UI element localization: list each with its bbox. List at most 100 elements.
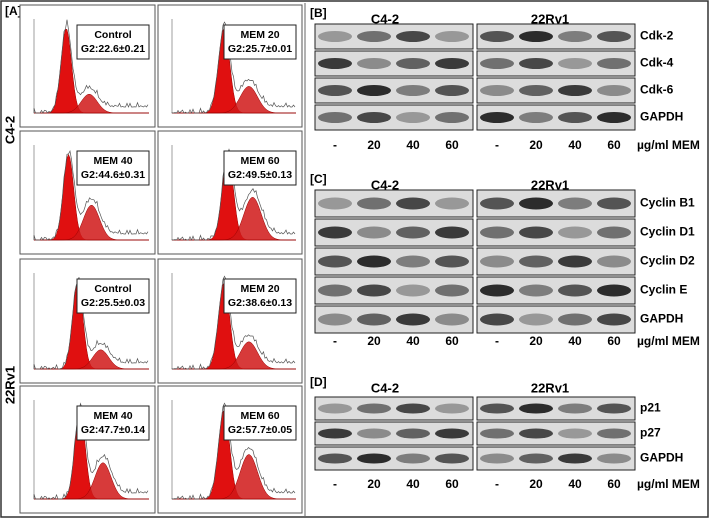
band (597, 428, 631, 439)
protein-label: Cyclin D2 (640, 254, 695, 268)
panel-label: [D] (310, 375, 327, 389)
band (480, 428, 514, 439)
band (318, 313, 352, 326)
g2-peak (34, 93, 149, 114)
g2-value: G2:57.7±0.05 (228, 424, 292, 436)
protein-label: Cyclin B1 (640, 196, 695, 210)
label-box (223, 278, 297, 314)
band (396, 453, 430, 464)
band (357, 428, 391, 439)
band (318, 58, 352, 69)
lane-label: 40 (568, 334, 582, 348)
plot-title: MEM 60 (240, 410, 279, 422)
g2-peak (34, 462, 149, 500)
blot-strip (314, 421, 474, 446)
label-box (223, 150, 297, 186)
band (519, 284, 553, 297)
band (357, 31, 391, 42)
protein-label: p21 (640, 401, 661, 415)
band (480, 313, 514, 326)
band (519, 313, 553, 326)
cell-line: 22Rv1 (531, 177, 569, 192)
band (519, 453, 553, 464)
blot-strip (314, 23, 474, 50)
lane-label: - (495, 477, 499, 491)
band (357, 403, 391, 414)
band (558, 453, 592, 464)
band (396, 85, 430, 96)
band (357, 453, 391, 464)
g2-value: G2:25.5±0.03 (81, 297, 145, 309)
band (396, 313, 430, 326)
lane-label: 40 (406, 334, 420, 348)
band (558, 284, 592, 297)
band (357, 58, 391, 69)
lane-label: 60 (445, 334, 459, 348)
blot-strip (476, 396, 636, 421)
cell-line: 22Rv1 (531, 380, 569, 395)
band (558, 428, 592, 439)
label-box (76, 278, 150, 314)
blot-strip (314, 396, 474, 421)
histogram-line (33, 19, 149, 114)
unit-label: µg/ml MEM (637, 334, 700, 348)
lane-label: 20 (367, 138, 381, 152)
protein-label: Cyclin D1 (640, 225, 695, 239)
blot-strip (314, 446, 474, 471)
band (519, 197, 553, 210)
band (435, 85, 469, 96)
band (519, 112, 553, 123)
panel-label: [C] (310, 172, 327, 186)
band (558, 112, 592, 123)
g2-peak (34, 204, 149, 241)
protein-label: Cyclin E (640, 283, 687, 297)
g2-value: G2:47.7±0.14 (81, 424, 145, 436)
protein-label: GAPDH (640, 312, 683, 326)
band (519, 58, 553, 69)
band (480, 85, 514, 96)
histogram-line (171, 275, 296, 370)
plot-title: MEM 40 (93, 155, 132, 167)
lane-label: - (333, 477, 337, 491)
band (318, 197, 352, 210)
plot-title: Control (94, 29, 131, 41)
band (357, 226, 391, 239)
band (318, 31, 352, 42)
band (357, 284, 391, 297)
plot-title: MEM 20 (240, 283, 279, 295)
band (357, 255, 391, 268)
unit-label: µg/ml MEM (637, 138, 700, 152)
band (435, 112, 469, 123)
label-box (76, 150, 150, 186)
lane-label: 40 (406, 138, 420, 152)
lane-label: - (495, 138, 499, 152)
lane-label: 40 (406, 477, 420, 491)
band (396, 112, 430, 123)
plot-title: MEM 60 (240, 155, 279, 167)
band (318, 226, 352, 239)
g2-peak (172, 197, 296, 241)
band (558, 226, 592, 239)
blot-strip (314, 305, 474, 334)
band (480, 226, 514, 239)
band (396, 255, 430, 268)
band (318, 453, 352, 464)
band (396, 428, 430, 439)
g2-peak (172, 86, 296, 114)
lane-label: 40 (568, 477, 582, 491)
band (318, 428, 352, 439)
g2-value: G2:25.7±0.01 (228, 43, 292, 55)
band (435, 197, 469, 210)
band (396, 58, 430, 69)
band (558, 403, 592, 414)
lane-label: 60 (607, 138, 621, 152)
band (597, 197, 631, 210)
band (480, 403, 514, 414)
blot-strip (476, 446, 636, 471)
band (357, 85, 391, 96)
blot-strip (476, 421, 636, 446)
row-label: C4-2 (2, 116, 17, 144)
lane-label: 40 (568, 138, 582, 152)
panel-label: [A] (5, 4, 22, 18)
